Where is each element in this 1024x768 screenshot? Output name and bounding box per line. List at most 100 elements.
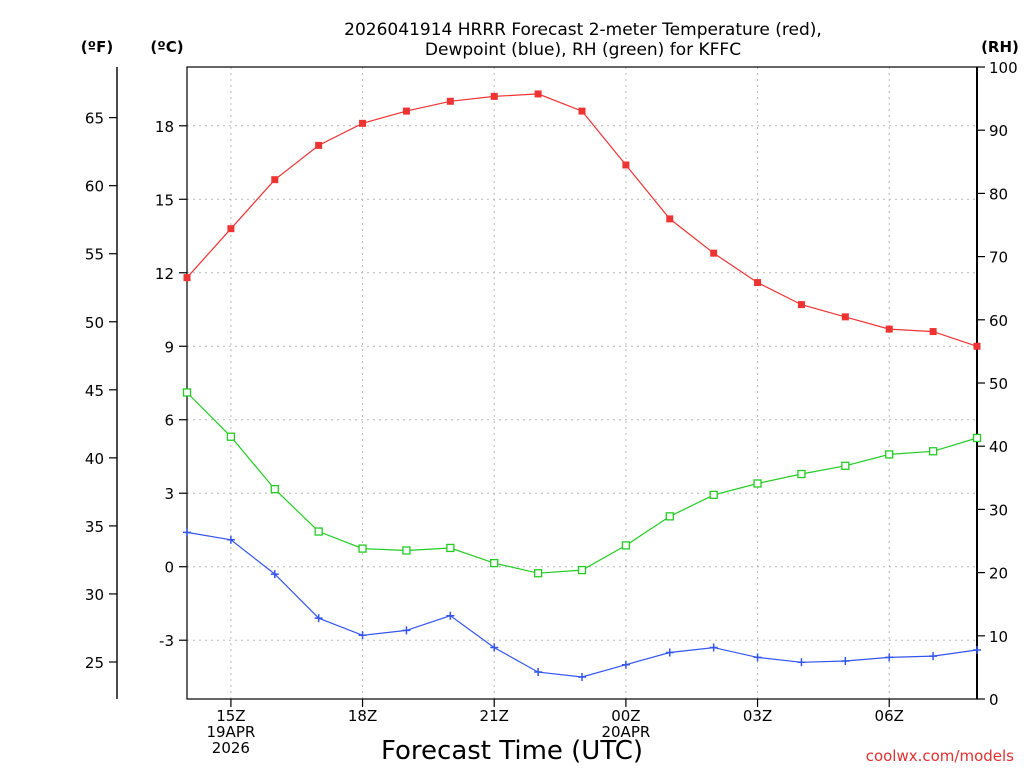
x-tick-label: 00Z — [611, 707, 640, 725]
temperature-point — [359, 119, 367, 127]
temperature-point — [446, 97, 454, 105]
relative-humidity-point — [358, 544, 367, 553]
temperature-point — [973, 342, 981, 350]
relative-humidity-point — [797, 469, 806, 479]
relative-humidity-point — [226, 432, 236, 441]
x-axis-label: Forecast Time (UTC) — [381, 736, 643, 766]
dewpoint-point — [490, 643, 499, 652]
data-series — [182, 90, 982, 681]
relative-humidity-point — [490, 558, 499, 568]
fahrenheit-tick-label: 60 — [85, 178, 104, 196]
temperature-point — [841, 313, 849, 321]
relative-humidity-point — [182, 388, 192, 397]
relative-humidity-point — [841, 461, 850, 470]
dewpoint-point — [183, 528, 191, 537]
tick-labels: -3 0 3 6 9 12 15 18 25 30 35 40 45 50 55 60 65 0 10 20 30 40 5… — [85, 59, 1018, 757]
fahrenheit-tick-label: 65 — [85, 110, 104, 128]
dewpoint-point — [709, 643, 718, 652]
dewpoint-point — [973, 646, 981, 655]
x-tick-label: 03Z — [743, 707, 772, 725]
celsius-tick-label: 9 — [164, 338, 174, 356]
x-tick-label: 06Z — [875, 707, 904, 725]
fahrenheit-tick-label: 30 — [85, 586, 104, 604]
dewpoint-point — [753, 653, 762, 662]
credit-link[interactable]: coolwx.com/models — [866, 747, 1014, 765]
relative-humidity-point — [446, 543, 455, 553]
rh-tick-label: 10 — [989, 628, 1008, 646]
rh-tick-label: 60 — [989, 312, 1008, 330]
temperature-point — [622, 161, 630, 169]
fahrenheit-tick-label: 40 — [85, 450, 104, 468]
rh-tick-label: 40 — [989, 438, 1008, 456]
rh-tick-label: 90 — [989, 122, 1008, 140]
relative-humidity-point — [577, 565, 587, 575]
x-tick-label: 18Z — [348, 707, 377, 725]
rh-tick-label: 80 — [989, 185, 1008, 203]
celsius-axis-unit: (ºC) — [150, 38, 183, 56]
temperature-point — [797, 301, 805, 309]
chart-title-line-2: Dewpoint (blue), RH (green) for KFFC — [425, 40, 741, 60]
celsius-tick-label: 12 — [155, 265, 174, 283]
rh-axis-unit: (RH) — [981, 38, 1019, 56]
dewpoint-point — [534, 668, 543, 677]
relative-humidity-point — [753, 479, 762, 488]
rh-tick-label: 30 — [989, 501, 1008, 519]
celsius-tick-label: -3 — [159, 632, 174, 650]
temperature-point — [710, 249, 718, 257]
temperature-point — [929, 328, 937, 336]
chart-title-line-1: 2026041914 HRRR Forecast 2-meter Tempera… — [344, 20, 822, 40]
temperature-point — [666, 215, 674, 223]
dewpoint-point — [226, 535, 235, 544]
relative-humidity-point — [665, 512, 674, 521]
dewpoint-point — [621, 660, 630, 669]
relative-humidity-point — [402, 546, 411, 555]
dewpoint-point — [885, 653, 894, 662]
temperature-point — [490, 92, 498, 100]
x-tick-label: 19APR — [206, 723, 255, 741]
rh-tick-label: 50 — [989, 375, 1008, 393]
temperature-point — [402, 107, 410, 115]
x-tick-label: 21Z — [480, 707, 509, 725]
axes — [116, 66, 978, 700]
rh-tick-label: 0 — [989, 691, 999, 709]
dewpoint-point — [841, 657, 850, 666]
fahrenheit-tick-label: 25 — [85, 654, 104, 672]
temperature-point — [885, 325, 893, 333]
dewpoint-line — [186, 531, 978, 678]
relative-humidity-point — [533, 569, 543, 578]
relative-humidity-point — [928, 447, 938, 456]
dewpoint-point — [358, 631, 367, 640]
dewpoint-point — [270, 570, 279, 579]
relative-humidity-point — [709, 490, 718, 500]
fahrenheit-axis-unit: (ºF) — [81, 38, 113, 56]
celsius-tick-label: 0 — [164, 559, 174, 577]
relative-humidity-point — [885, 450, 894, 459]
temperature-point — [754, 279, 762, 287]
celsius-tick-label: 6 — [164, 412, 174, 430]
temperature-point — [227, 225, 235, 233]
temperature-point — [183, 274, 191, 282]
fahrenheit-tick-label: 55 — [85, 246, 104, 264]
rh-tick-label: 20 — [989, 565, 1008, 583]
fahrenheit-tick-label: 35 — [85, 518, 104, 536]
dewpoint-point — [402, 626, 411, 635]
temperature-point — [534, 90, 542, 98]
relative-humidity-point — [314, 527, 323, 536]
fahrenheit-tick-label: 45 — [85, 382, 104, 400]
celsius-tick-label: 18 — [155, 118, 174, 136]
celsius-tick-label: 15 — [155, 191, 174, 209]
fahrenheit-tick-label: 50 — [85, 314, 104, 332]
temperature-point — [271, 176, 279, 184]
relative-humidity-point — [621, 541, 631, 550]
dewpoint-point — [314, 614, 323, 623]
temperature-point — [315, 141, 323, 149]
relative-humidity-point — [972, 433, 982, 443]
dewpoint-point — [578, 672, 586, 681]
dewpoint-point — [446, 611, 455, 620]
rh-tick-label: 100 — [989, 59, 1018, 77]
temperature-line — [186, 93, 978, 347]
temperature-point — [578, 107, 586, 115]
x-tick-label: 15Z — [216, 707, 245, 725]
dewpoint-point — [797, 658, 806, 667]
